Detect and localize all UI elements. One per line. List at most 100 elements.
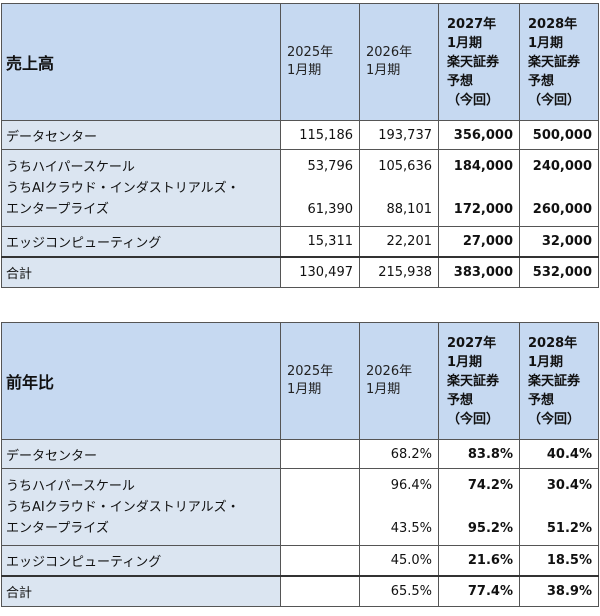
cell-value [280, 545, 360, 576]
table-row-total: 合計 130,497 215,938 383,000 532,000 [1, 255, 599, 288]
sales-header-row: 売上高 2025年 1月期 2026年 1月期 2027年 1月期 楽天証券 予… [1, 3, 599, 121]
col-year: 2028年 [528, 335, 578, 351]
value-hyperscale: 74.2% [467, 478, 513, 493]
col-year: 2027年 [447, 16, 497, 32]
col-forecast: 予想 [528, 73, 555, 89]
col-current: （今回） [447, 411, 500, 427]
sales-col-2025: 2025年 1月期 [280, 3, 360, 121]
cell-value: 240,000 260,000 [519, 149, 599, 227]
value-ai-cloud: 51.2% [546, 521, 592, 536]
col-source: 楽天証券 [447, 54, 500, 70]
cell-value: 27,000 [438, 226, 520, 257]
value-hyperscale: 53,796 [307, 159, 354, 174]
sales-col-2027: 2027年 1月期 楽天証券 予想 （今回） [438, 3, 520, 121]
col-period: 1月期 [528, 35, 564, 51]
table-row: エッジコンピューティング 15,311 22,201 27,000 32,000 [1, 226, 599, 257]
col-period: 1月期 [366, 63, 401, 78]
cell-value: 77.4% [438, 574, 520, 607]
col-source: 楽天証券 [528, 54, 581, 70]
cell-value: 18.5% [519, 545, 599, 576]
col-source: 楽天証券 [528, 373, 581, 389]
col-period: 1月期 [447, 354, 483, 370]
cell-value: 184,000 172,000 [438, 149, 520, 227]
value-ai-cloud: 88,101 [386, 202, 433, 217]
yoy-col-2025: 2025年 1月期 [280, 322, 360, 440]
table-row: うちハイパースケール うちAIクラウド・インダストリアルズ・ エンタープライズ … [1, 149, 599, 227]
value-ai-cloud: 260,000 [532, 202, 592, 217]
cell-value: 32,000 [519, 226, 599, 257]
value-hyperscale: 240,000 [532, 159, 592, 174]
col-forecast: 予想 [447, 392, 474, 408]
col-year: 2026年 [366, 364, 413, 379]
row-label: うちハイパースケール うちAIクラウド・インダストリアルズ・ エンタープライズ [1, 149, 281, 227]
cell-value [280, 439, 360, 469]
cell-value: 96.4% 43.5% [359, 468, 439, 546]
label-enterprise: エンタープライズ [6, 201, 109, 217]
table-row-total: 合計 65.5% 77.4% 38.9% [1, 574, 599, 607]
yoy-col-2027: 2027年 1月期 楽天証券 予想 （今回） [438, 322, 520, 440]
cell-value: 383,000 [438, 255, 520, 288]
col-year: 2025年 [287, 45, 334, 60]
value-hyperscale: 105,636 [378, 159, 432, 174]
col-current: （今回） [447, 92, 500, 108]
value-ai-cloud [285, 518, 353, 539]
col-current: （今回） [528, 411, 581, 427]
yoy-table: 前年比 2025年 1月期 2026年 1月期 2027年 1月期 楽天証券 予… [1, 322, 599, 607]
cell-value: 215,938 [359, 255, 439, 288]
value-ai-cloud: 95.2% [467, 521, 513, 536]
table-row: データセンター 68.2% 83.8% 40.4% [1, 439, 599, 469]
sales-col-2028: 2028年 1月期 楽天証券 予想 （今回） [519, 3, 599, 121]
cell-value: 74.2% 95.2% [438, 468, 520, 546]
cell-value: 68.2% [359, 439, 439, 469]
yoy-header-row: 前年比 2025年 1月期 2026年 1月期 2027年 1月期 楽天証券 予… [1, 322, 599, 440]
cell-value: 532,000 [519, 255, 599, 288]
label-ai-cloud: うちAIクラウド・インダストリアルズ・ [6, 180, 240, 196]
col-year: 2026年 [366, 45, 413, 60]
value-ai-cloud: 61,390 [307, 202, 354, 217]
value-ai-cloud: 43.5% [390, 521, 432, 536]
cell-value: 356,000 [438, 120, 520, 150]
yoy-col-2028: 2028年 1月期 楽天証券 予想 （今回） [519, 322, 599, 440]
col-year: 2027年 [447, 335, 497, 351]
cell-value: 22,201 [359, 226, 439, 257]
cell-value: 500,000 [519, 120, 599, 150]
col-current: （今回） [528, 92, 581, 108]
col-source: 楽天証券 [447, 373, 500, 389]
cell-value: 15,311 [280, 226, 360, 257]
cell-value: 65.5% [359, 574, 439, 607]
row-label: データセンター [1, 439, 281, 469]
value-ai-cloud: 172,000 [453, 202, 513, 217]
value-hyperscale [285, 475, 353, 496]
label-hyperscale: うちハイパースケール [6, 478, 135, 494]
cell-value: 130,497 [280, 255, 360, 288]
table-row: うちハイパースケール うちAIクラウド・インダストリアルズ・ エンタープライズ … [1, 468, 599, 546]
cell-value: 30.4% 51.2% [519, 468, 599, 546]
col-forecast: 予想 [447, 73, 474, 89]
sales-title: 売上高 [1, 3, 281, 121]
col-year: 2028年 [528, 16, 578, 32]
yoy-title: 前年比 [1, 322, 281, 440]
value-hyperscale: 30.4% [546, 478, 592, 493]
col-year: 2025年 [287, 364, 334, 379]
cell-value [280, 574, 360, 607]
value-hyperscale: 184,000 [453, 159, 513, 174]
cell-value: 193,737 [359, 120, 439, 150]
cell-value: 45.0% [359, 545, 439, 576]
cell-value: 83.8% [438, 439, 520, 469]
sales-col-2026: 2026年 1月期 [359, 3, 439, 121]
cell-value [280, 468, 360, 546]
row-label: データセンター [1, 120, 281, 150]
row-label: うちハイパースケール うちAIクラウド・インダストリアルズ・ エンタープライズ [1, 468, 281, 546]
col-period: 1月期 [287, 382, 322, 397]
row-label: 合計 [1, 255, 281, 288]
row-label: エッジコンピューティング [1, 545, 281, 576]
cell-value: 21.6% [438, 545, 520, 576]
label-ai-cloud: うちAIクラウド・インダストリアルズ・ [6, 499, 240, 515]
label-hyperscale: うちハイパースケール [6, 159, 135, 175]
cell-value: 53,796 61,390 [280, 149, 360, 227]
col-period: 1月期 [287, 63, 322, 78]
cell-value: 38.9% [519, 574, 599, 607]
value-hyperscale: 96.4% [390, 478, 432, 493]
sales-table: 売上高 2025年 1月期 2026年 1月期 2027年 1月期 楽天証券 予… [1, 3, 599, 288]
col-period: 1月期 [366, 382, 401, 397]
